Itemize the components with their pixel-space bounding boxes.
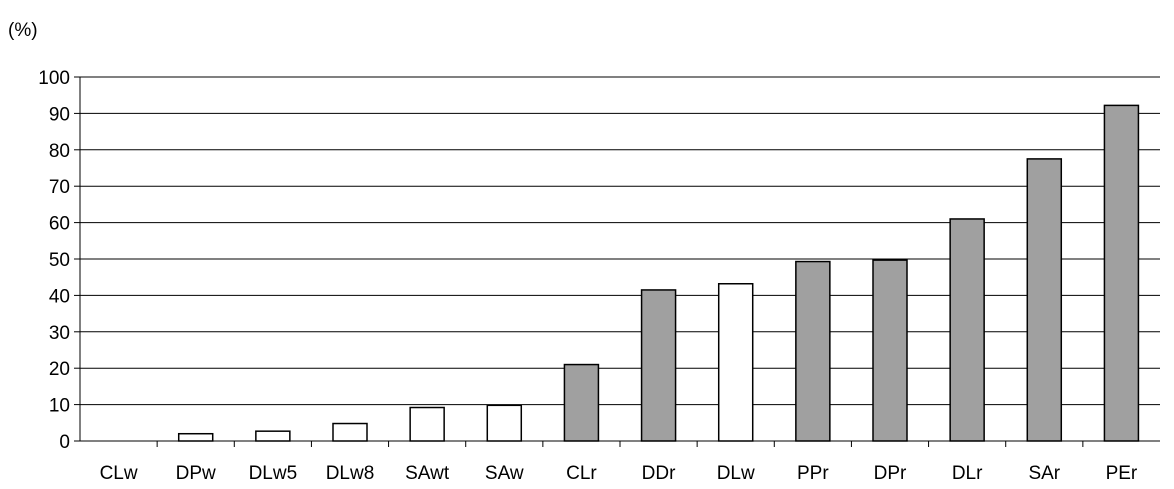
x-tick-label-PPr: PPr — [797, 463, 829, 484]
bar-SAr — [1026, 158, 1063, 442]
x-tick-label-SAr: SAr — [1028, 463, 1060, 484]
bar-PPr — [795, 260, 831, 442]
y-tick-label-80: 80 — [49, 141, 70, 162]
bar-PEr — [1103, 104, 1140, 442]
bar-DLr — [949, 218, 985, 442]
y-tick-label-50: 50 — [49, 250, 70, 271]
bar-DLw8 — [332, 422, 368, 442]
x-tick-label-DLw5: DLw5 — [249, 463, 298, 484]
bar-DDr — [640, 289, 677, 442]
x-tick-label-DPw: DPw — [176, 463, 216, 484]
x-tick-labels: CLw DPw DLw5 DLw8 SAwt SAw CLr DDr DLw PPr DPr DLr S… — [100, 463, 1138, 484]
y-tick-label-20: 20 — [49, 359, 70, 380]
y-tick-label-30: 30 — [49, 323, 70, 344]
x-tick-label-DPr: DPr — [874, 463, 907, 484]
x-tick-label-CLw: CLw — [100, 463, 138, 484]
bar-DLw — [717, 283, 754, 442]
gridlines — [80, 76, 1160, 406]
y-tick-label-100: 100 — [38, 68, 70, 89]
bar-DLw5 — [255, 430, 291, 442]
y-tick-label-90: 90 — [49, 104, 70, 125]
x-tick-label-SAwt: SAwt — [405, 463, 450, 484]
x-tick-label-SAw: SAw — [485, 463, 524, 484]
y-tick-label-10: 10 — [49, 396, 70, 417]
y-tick-label-70: 70 — [49, 177, 70, 198]
x-tick-label-DLw: DLw — [717, 463, 755, 484]
axes — [74, 76, 1160, 447]
x-tick-label-DLr: DLr — [952, 463, 983, 484]
bars — [177, 104, 1140, 442]
y-tick-labels: 0 10 20 30 40 50 60 70 80 90 100 — [38, 68, 70, 453]
y-tick-label-40: 40 — [49, 286, 70, 307]
bar-CLr — [563, 363, 600, 442]
y-unit-label: (%) — [8, 20, 38, 41]
x-tick-label-DDr: DDr — [642, 463, 676, 484]
bar-SAw — [486, 404, 523, 442]
bar-SAwt — [409, 406, 445, 442]
x-tick-label-CLr: CLr — [566, 463, 597, 484]
bar-DPw — [177, 432, 214, 442]
y-tick-label-0: 0 — [59, 432, 70, 453]
bar-DPr — [872, 259, 908, 442]
y-tick-label-60: 60 — [49, 214, 70, 235]
x-tick-label-PEr: PEr — [1106, 463, 1138, 484]
x-tick-label-DLw8: DLw8 — [326, 463, 375, 484]
